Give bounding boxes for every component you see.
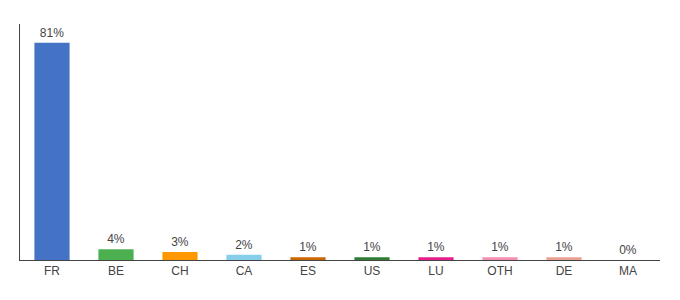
svg-text:2%: 2%: [235, 238, 253, 252]
svg-text:CA: CA: [236, 264, 253, 278]
svg-text:MA: MA: [619, 264, 637, 278]
svg-text:FR: FR: [44, 264, 60, 278]
svg-text:81%: 81%: [40, 26, 64, 40]
svg-text:1%: 1%: [299, 240, 317, 254]
svg-text:1%: 1%: [491, 240, 509, 254]
svg-text:4%: 4%: [107, 232, 125, 246]
svg-text:1%: 1%: [555, 240, 573, 254]
svg-text:ES: ES: [300, 264, 316, 278]
svg-text:CH: CH: [171, 264, 188, 278]
svg-text:DE: DE: [556, 264, 573, 278]
svg-text:1%: 1%: [363, 240, 381, 254]
svg-text:LU: LU: [428, 264, 443, 278]
svg-text:0%: 0%: [619, 243, 637, 257]
svg-text:BE: BE: [108, 264, 124, 278]
svg-text:US: US: [364, 264, 381, 278]
svg-text:3%: 3%: [171, 235, 189, 249]
svg-text:1%: 1%: [427, 240, 445, 254]
svg-text:OTH: OTH: [487, 264, 512, 278]
